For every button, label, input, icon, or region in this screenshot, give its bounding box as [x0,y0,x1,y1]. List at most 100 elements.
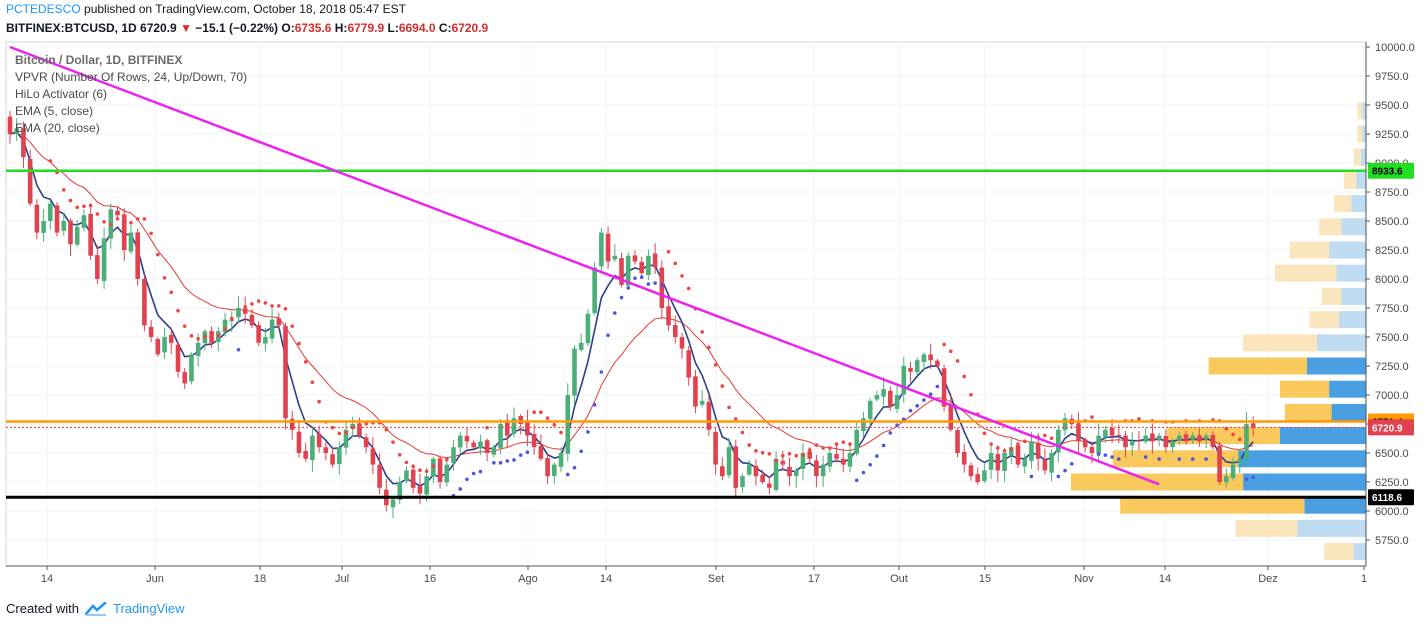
candle-body [128,232,134,252]
candle-body [222,319,228,333]
hilo-dot-resistance [1009,447,1014,451]
vpvr-up-bar [1279,427,1366,445]
candle-body [840,458,846,465]
candle-body [1224,476,1229,483]
candle-body [336,447,342,465]
candle-body [572,348,577,396]
legend-ema20[interactable]: EMA (20, close) [15,121,100,135]
candle-body [229,319,235,322]
candle-body [1150,433,1155,442]
y-tick-label: 8250.0 [1375,245,1409,257]
tradingview-link[interactable]: TradingView [84,601,185,616]
candle-body [793,470,799,477]
hilo-dot-support [935,384,940,389]
hilo-dot-resistance [720,384,725,388]
vpvr-up-bar [1353,543,1366,561]
candle-body [901,366,907,395]
candle-body [256,325,261,343]
hilo-dot-resistance [162,276,167,280]
candle-body [1002,453,1007,472]
x-tick-label: 14 [41,573,53,585]
y-tick-label: 9500.0 [1375,100,1409,112]
candle-body [1197,435,1202,442]
candle-body [424,476,429,495]
hilo-dot-support [465,477,469,482]
y-tick-label: 8000.0 [1375,274,1409,286]
hilo-dot-resistance [95,212,100,216]
candle-body [800,453,806,469]
legend-hilo[interactable]: HiLo Activator (6) [15,87,108,101]
hilo-dot-resistance [962,374,967,379]
candle-body [390,499,396,508]
candle-body [746,464,752,475]
candle-body [471,442,476,448]
hilo-dot-resistance [1022,439,1027,444]
candle-body [142,279,147,326]
close-label: C: [438,21,452,35]
hilo-dot-resistance [109,222,113,227]
hilo-dot-resistance [801,452,805,457]
hilo-dot-resistance [949,349,953,354]
candle-body [948,405,954,430]
candle-body [1029,441,1034,461]
vpvr-down-bar [1243,334,1317,352]
candle-body [1103,429,1108,438]
candle-body [135,232,140,279]
candle-body [283,326,288,419]
hilo-dot-support [875,454,879,458]
hilo-dot-resistance [182,324,187,328]
vpvr-down-bar [1324,543,1354,561]
hilo-dot-resistance [196,336,200,341]
hilo-dot-resistance [834,442,839,446]
hilo-dot-resistance [969,393,973,397]
vpvr-up-bar [1361,148,1366,166]
price-chart[interactable]: 10000.09750.09500.09250.09000.08750.0850… [0,40,1426,595]
hilo-dot-resistance [424,469,429,473]
vpvr-up-bar [1316,334,1366,352]
hilo-dot-support [1177,457,1182,461]
candle-body [81,215,87,228]
candle-body [955,430,960,453]
hilo-dot-resistance [1231,432,1235,437]
legend-ema5[interactable]: EMA (5, close) [15,104,94,118]
hilo-dot-support [1117,457,1121,461]
author-link[interactable]: PCTEDESCO [6,2,81,16]
vpvr-down-bar [1289,241,1330,259]
legend-vpvr[interactable]: VPVR (Number Of Rows, 24, Up/Down, 70) [15,70,248,84]
trendline[interactable] [9,45,1160,486]
hilo-dot-resistance [277,304,281,308]
candle-body [726,447,732,476]
candle-body [410,469,416,488]
hilo-dot-support [915,404,919,408]
candle-body [693,376,698,407]
candle-body [706,401,712,430]
candle-body [1170,441,1175,448]
hilo-dot-resistance [397,452,402,457]
candle-body [343,429,349,448]
candle-body [1008,447,1014,455]
hilo-dot-resistance [1076,422,1081,426]
level-lines [6,169,1366,499]
candle-body [894,395,900,409]
y-tick-label: 7000.0 [1375,390,1409,402]
green-level-badge-label: 8933.6 [1372,167,1403,178]
candle-body [7,116,13,134]
candle-body [525,422,530,436]
hilo-dot-support [895,423,899,427]
candle-body [263,337,268,344]
vpvr-up-bar [1362,102,1366,120]
candle-body [1183,434,1189,442]
candle-body [21,127,26,158]
candle-body [316,433,322,448]
candle-body [1250,423,1256,428]
black-level-badge-label: 6118.6 [1372,493,1402,504]
candle-body [303,451,308,459]
candle-body [1203,435,1209,440]
candle-body [928,354,933,361]
hilo-dot-support [653,281,657,285]
hilo-dot-support [881,443,886,448]
candle-body [518,416,524,424]
vpvr-down-bar [1357,102,1363,120]
vpvr-up-bar [1362,125,1366,143]
hilo-dot-support [471,471,476,476]
